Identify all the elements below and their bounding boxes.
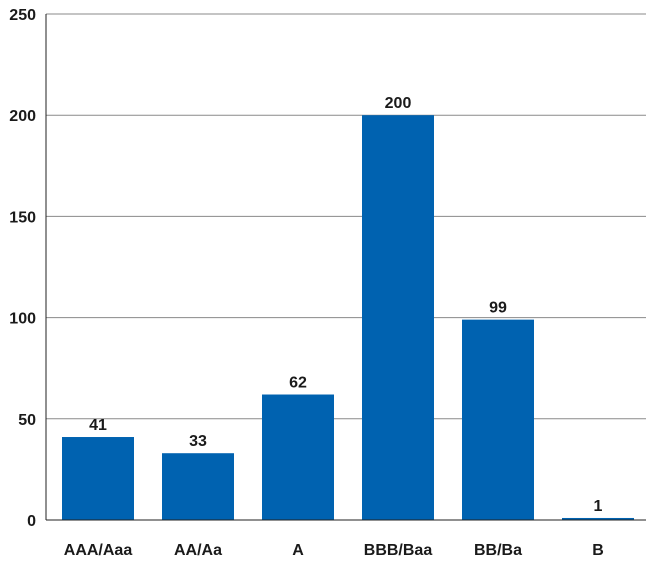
- data-label: 1: [594, 498, 603, 515]
- data-labels: 41 33 62 200 99 1: [89, 95, 602, 515]
- bar-aa-aa: [162, 453, 234, 520]
- gridlines: [46, 13, 646, 420]
- x-tick-label: BBB/Baa: [364, 542, 433, 559]
- data-label: 99: [489, 300, 507, 317]
- bar-b: [562, 517, 634, 520]
- y-tick-label: 200: [9, 108, 36, 125]
- bar-bb-ba: [462, 319, 534, 520]
- x-tick-label: A: [292, 542, 304, 559]
- bar-aaa-aaa: [62, 437, 134, 520]
- bar-a: [262, 394, 334, 520]
- data-label: 200: [385, 95, 412, 112]
- data-label: 33: [189, 433, 207, 450]
- data-label: 62: [289, 375, 307, 392]
- x-tick-label: AAA/Aaa: [64, 542, 133, 559]
- bars: [62, 115, 634, 520]
- axes: 0 50 100 150 200 250 AAA/Aaa AA/Aa A BBB/Baa BB/Ba…: [9, 7, 646, 559]
- y-tick-label: 50: [18, 412, 36, 429]
- y-tick-label: 100: [9, 311, 36, 328]
- x-tick-label: BB/Ba: [474, 542, 522, 559]
- x-tick-label: B: [592, 542, 604, 559]
- data-label: 41: [89, 417, 107, 434]
- y-tick-label: 150: [9, 209, 36, 226]
- y-tick-label: 250: [9, 7, 36, 24]
- x-tick-label: AA/Aa: [174, 542, 222, 559]
- y-tick-label: 0: [27, 513, 36, 530]
- bar-bbb-baa: [362, 115, 434, 520]
